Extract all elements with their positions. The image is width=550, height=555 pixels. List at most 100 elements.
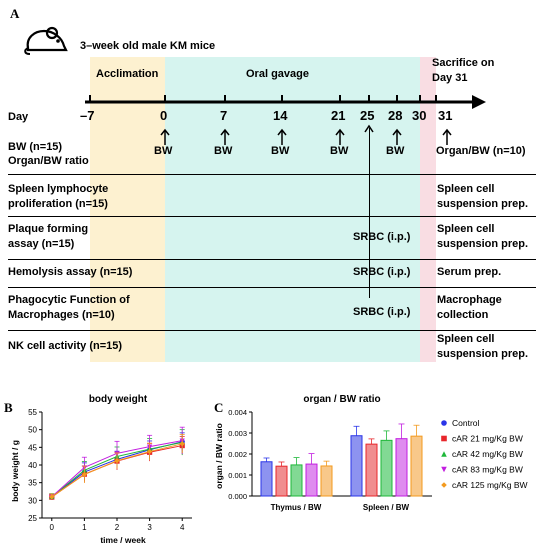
bw-mark: BW bbox=[271, 145, 290, 157]
panel-letter-c: C bbox=[214, 400, 224, 415]
y-tick-label: 25 bbox=[28, 514, 37, 523]
row-mid: SRBC (i.p.) bbox=[353, 231, 411, 243]
legend-label: cAR 21 mg/Kg BW bbox=[452, 434, 523, 444]
legend-label: cAR 83 mg/Kg BW bbox=[452, 465, 523, 475]
legend-label: cAR 42 mg/Kg BW bbox=[452, 449, 523, 459]
row-label: Macrophages (n=10) bbox=[8, 309, 115, 321]
bar bbox=[290, 464, 303, 497]
panel-letter-b: B bbox=[4, 400, 13, 415]
x-tick-label: 3 bbox=[147, 523, 152, 532]
category-label: Spleen / BW bbox=[363, 503, 410, 512]
day-tick-label: 7 bbox=[220, 108, 228, 123]
bar bbox=[260, 461, 273, 497]
organ-ratio-chart: organ / BW ratio organ / BW ratio 0.000 0… bbox=[214, 394, 528, 512]
bw-mark: BW bbox=[386, 145, 405, 157]
y-axis-label: body weight / g bbox=[10, 440, 20, 502]
y-tick-label: 35 bbox=[28, 479, 37, 488]
oral-gavage-label: Oral gavage bbox=[246, 68, 309, 80]
day-tick-label: 28 bbox=[388, 108, 403, 123]
day-tick-label: 30 bbox=[412, 108, 427, 123]
bar bbox=[410, 435, 423, 497]
sacrifice-label-1: Sacrifice on bbox=[432, 57, 495, 69]
x-tick-label: 1 bbox=[82, 523, 87, 532]
row-end: Serum prep. bbox=[437, 266, 502, 278]
acclimation-band bbox=[90, 57, 165, 362]
x-tick-label: 4 bbox=[180, 523, 185, 532]
row-label: NK cell activity (n=15) bbox=[8, 340, 123, 352]
y-tick-label: 0.000 bbox=[228, 492, 247, 501]
plot-area: Thymus / BW Spleen / BW bbox=[260, 423, 423, 512]
gavage-band bbox=[165, 57, 420, 362]
day-tick-label: 14 bbox=[273, 108, 288, 123]
row-end: Spleen cell bbox=[437, 333, 495, 345]
row-divider bbox=[8, 174, 536, 175]
y-tick-label: 30 bbox=[28, 496, 37, 505]
y-tick-label: 0.001 bbox=[228, 471, 247, 480]
sacrifice-band bbox=[420, 57, 436, 362]
day-tick-label: –7 bbox=[80, 108, 95, 123]
row-end: Spleen cell bbox=[437, 223, 495, 235]
bar bbox=[320, 465, 333, 497]
y-tick-label: 0.002 bbox=[228, 450, 247, 459]
legend-marker bbox=[441, 482, 447, 488]
timeline-axis bbox=[85, 95, 486, 109]
panel-letter-a: A bbox=[10, 6, 20, 21]
row-divider bbox=[8, 330, 536, 331]
bar bbox=[380, 439, 393, 497]
mouse-icon bbox=[24, 26, 68, 55]
legend-label: Control bbox=[452, 418, 480, 428]
data-point bbox=[114, 458, 120, 464]
x-tick-label: 2 bbox=[115, 523, 120, 532]
row-label: Hemolysis assay (n=15) bbox=[8, 266, 133, 278]
x-tick-label: 0 bbox=[50, 523, 55, 532]
y-tick-label: 0.004 bbox=[228, 408, 247, 417]
organ-bw-end-label: Organ/BW (n=10) bbox=[436, 145, 526, 157]
day-label: Day bbox=[8, 111, 29, 123]
day-tick-label: 21 bbox=[331, 108, 346, 123]
day-tick-label: 0 bbox=[160, 108, 168, 123]
acclimation-label: Acclimation bbox=[96, 68, 159, 80]
row-mid: SRBC (i.p.) bbox=[353, 306, 411, 318]
legend-marker bbox=[441, 451, 447, 457]
category-label: Thymus / BW bbox=[271, 503, 322, 512]
chart-title: body weight bbox=[89, 394, 148, 405]
bar bbox=[305, 463, 318, 497]
bw-mark: BW bbox=[154, 145, 173, 157]
legend: Control cAR 21 mg/Kg BW cAR 42 mg/Kg BW cAR… bbox=[441, 418, 528, 490]
srbc-day-line bbox=[369, 128, 370, 298]
y-tick-label: 40 bbox=[28, 461, 37, 470]
chart-title: organ / BW ratio bbox=[303, 394, 380, 405]
bar bbox=[275, 465, 288, 497]
row-end: collection bbox=[437, 309, 489, 321]
row-end: Spleen cell bbox=[437, 183, 495, 195]
row-end: Macrophage bbox=[437, 294, 502, 306]
body-weight-chart: body weight body weight / g time / week … bbox=[10, 394, 192, 545]
legend-marker bbox=[441, 435, 447, 442]
srbc-arrow-head bbox=[364, 124, 374, 133]
legend-marker bbox=[441, 420, 447, 426]
bw-mark: BW bbox=[330, 145, 349, 157]
row-label: Spleen lymphocyte bbox=[8, 183, 109, 195]
axes: 25 30 35 40 45 50 55 0 1 2 3 4 bbox=[28, 408, 192, 532]
row-end: suspension prep. bbox=[437, 198, 529, 210]
y-tick-label: 50 bbox=[28, 426, 37, 435]
bw-group-label: BW (n=15) bbox=[8, 141, 63, 153]
row-divider bbox=[8, 287, 536, 288]
bw-mark: BW bbox=[214, 145, 233, 157]
legend-marker bbox=[441, 466, 447, 473]
row-label: proliferation (n=15) bbox=[8, 198, 108, 210]
day-tick-label: 31 bbox=[438, 108, 453, 123]
y-axis-label: organ / BW ratio bbox=[214, 423, 224, 489]
row-label: Plaque forming bbox=[8, 223, 89, 235]
row-label: Phagocytic Function of bbox=[8, 294, 130, 306]
sacrifice-label-2: Day 31 bbox=[432, 72, 468, 84]
organ-ratio-label: Organ/BW ratio bbox=[8, 155, 89, 167]
row-end: suspension prep. bbox=[437, 238, 529, 250]
row-divider bbox=[8, 216, 536, 217]
legend-label: cAR 125 mg/Kg BW bbox=[452, 480, 528, 490]
header-title: 3–week old male KM mice bbox=[80, 40, 216, 52]
x-axis-label: time / week bbox=[100, 535, 146, 545]
y-tick-label: 45 bbox=[28, 443, 37, 452]
row-label: assay (n=15) bbox=[8, 238, 75, 250]
day-tick-label: 25 bbox=[360, 108, 375, 123]
